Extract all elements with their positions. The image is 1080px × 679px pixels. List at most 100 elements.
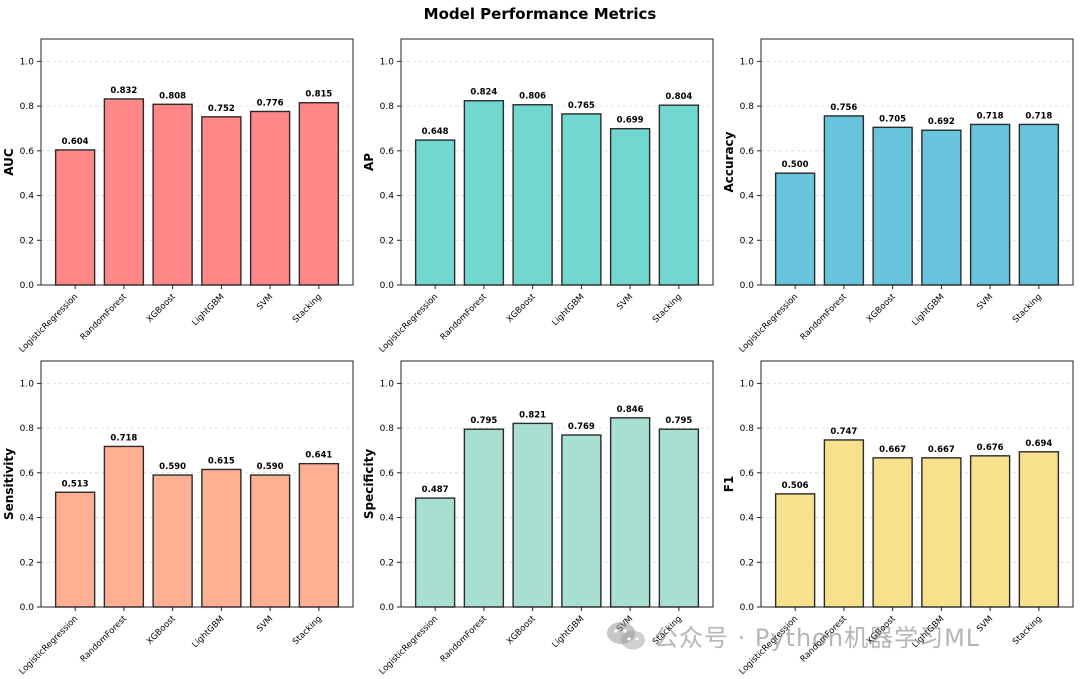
x-tick-label: LightGBM: [190, 614, 226, 650]
y-tick-label: 0.0: [20, 281, 35, 291]
axes-frame: [760, 38, 1074, 286]
panel-ap: 0.0 0.2 0.4 0.6 0.8 1.0 0.648 LogisticRegressio…: [362, 38, 714, 355]
bar-randomforest: [823, 115, 865, 286]
data-label: 0.804: [665, 92, 692, 102]
bar-lightgbm: [921, 129, 962, 286]
x-tick-label: RandomForest: [799, 292, 850, 343]
y-tick-label: 1.0: [380, 57, 395, 67]
data-label: 0.765: [568, 101, 595, 111]
x-tick-label: RandomForest: [79, 614, 130, 665]
data-label: 0.615: [208, 456, 235, 466]
bar-lightgbm: [921, 457, 962, 608]
x-tick-label: XGBoost: [865, 292, 898, 325]
x-tick-label: LightGBM: [550, 292, 586, 328]
x-tick-label: LogisticRegression: [377, 292, 440, 355]
x-tick-label: LightGBM: [550, 614, 586, 650]
data-label: 0.604: [62, 137, 89, 147]
bar-stacking: [1018, 123, 1060, 286]
axes-frame: [40, 360, 354, 608]
data-label: 0.699: [617, 116, 644, 126]
y-tick-label: 1.0: [380, 379, 395, 389]
data-label: 0.821: [519, 410, 546, 420]
bar-logisticregression: [54, 149, 96, 286]
bar-logisticregression: [774, 493, 816, 608]
axes-frame: [400, 360, 714, 608]
y-tick-label: 0.6: [380, 147, 395, 157]
data-label: 0.806: [519, 92, 546, 102]
y-axis-label: F1: [722, 476, 736, 493]
bar-randomforest: [103, 98, 145, 286]
bar-svm: [249, 474, 291, 608]
data-label: 0.752: [208, 104, 235, 114]
x-tick-label: Stacking: [1011, 292, 1044, 325]
y-tick-label: 1.0: [20, 379, 35, 389]
bar-svm: [969, 123, 1011, 286]
y-axis-label: AUC: [2, 148, 16, 176]
y-axis-label: Sensitivity: [2, 448, 16, 520]
bar-logisticregression: [774, 172, 816, 286]
y-tick-label: 0.8: [20, 424, 35, 434]
panel-sensitivity: 0.0 0.2 0.4 0.6 0.8 1.0 0.513 LogisticRegressio…: [2, 360, 354, 677]
y-tick-label: 0.0: [740, 603, 755, 613]
bar-lightgbm: [201, 116, 242, 286]
bar-logisticregression: [54, 491, 96, 608]
y-tick-label: 0.8: [380, 102, 395, 112]
y-tick-label: 0.0: [380, 281, 395, 291]
x-tick-label: Stacking: [1011, 614, 1044, 647]
bar-xgboost: [152, 103, 193, 286]
wechat-icon: [607, 621, 645, 649]
y-tick-label: 0.2: [740, 236, 754, 246]
data-label: 0.641: [305, 451, 332, 461]
data-label: 0.846: [617, 405, 644, 415]
y-tick-label: 0.4: [20, 192, 35, 202]
data-label: 0.756: [830, 103, 857, 113]
bar-lightgbm: [561, 113, 602, 286]
bar-svm: [609, 417, 651, 608]
watermark: 公众号 · Python机器学习ML: [604, 618, 980, 653]
data-label: 0.795: [665, 416, 692, 426]
panel-auc: 0.0 0.2 0.4 0.6 0.8 1.0 0.604 LogisticRegressio…: [2, 38, 354, 355]
data-label: 0.667: [928, 445, 955, 455]
axes-frame: [40, 38, 354, 286]
data-label: 0.824: [470, 88, 497, 98]
y-tick-label: 1.0: [740, 379, 755, 389]
data-label: 0.513: [62, 479, 89, 489]
y-tick-label: 0.4: [20, 514, 35, 524]
panel-f1: 0.00.20.40.60.81.00.506LogisticRegressio…: [722, 360, 1074, 677]
x-tick-label: Stacking: [291, 292, 324, 325]
bar-stacking: [1018, 451, 1060, 608]
y-tick-label: 0.6: [740, 147, 755, 157]
y-tick-label: 0.6: [20, 469, 35, 479]
y-tick-label: 0.2: [380, 558, 394, 568]
data-label: 0.795: [470, 416, 497, 426]
y-tick-label: 0.8: [20, 102, 35, 112]
chart-title: Model Performance Metrics: [424, 5, 657, 23]
y-tick-label: 1.0: [740, 57, 755, 67]
x-tick-label: XGBoost: [505, 292, 538, 325]
y-tick-label: 0.6: [20, 147, 35, 157]
x-tick-label: SVM: [975, 292, 995, 312]
bar-stacking: [298, 462, 340, 608]
bar-xgboost: [512, 422, 553, 608]
x-tick-label: XGBoost: [145, 614, 178, 647]
data-label: 0.769: [568, 422, 595, 432]
bar-xgboost: [872, 126, 913, 286]
data-label: 0.718: [1025, 111, 1052, 121]
x-tick-label: RandomForest: [439, 292, 490, 343]
panel-accuracy: 0.0 0.2 0.4 0.6 0.8 1.0 0.500 LogisticRegressio…: [722, 38, 1074, 355]
x-tick-label: LogisticRegression: [17, 614, 80, 677]
data-label: 0.590: [159, 462, 186, 472]
x-tick-label: LightGBM: [910, 292, 946, 328]
bar-logisticregression: [414, 497, 456, 608]
y-tick-label: 0.8: [380, 424, 395, 434]
x-tick-label: Stacking: [291, 614, 324, 647]
bar-svm: [249, 110, 291, 286]
y-tick-label: 0.2: [740, 558, 754, 568]
data-label: 0.815: [305, 90, 332, 100]
data-label: 0.718: [977, 111, 1004, 121]
y-tick-label: 0.8: [740, 102, 755, 112]
data-label: 0.692: [928, 117, 955, 127]
y-axis-label: AP: [362, 153, 376, 171]
bar-svm: [969, 455, 1011, 608]
